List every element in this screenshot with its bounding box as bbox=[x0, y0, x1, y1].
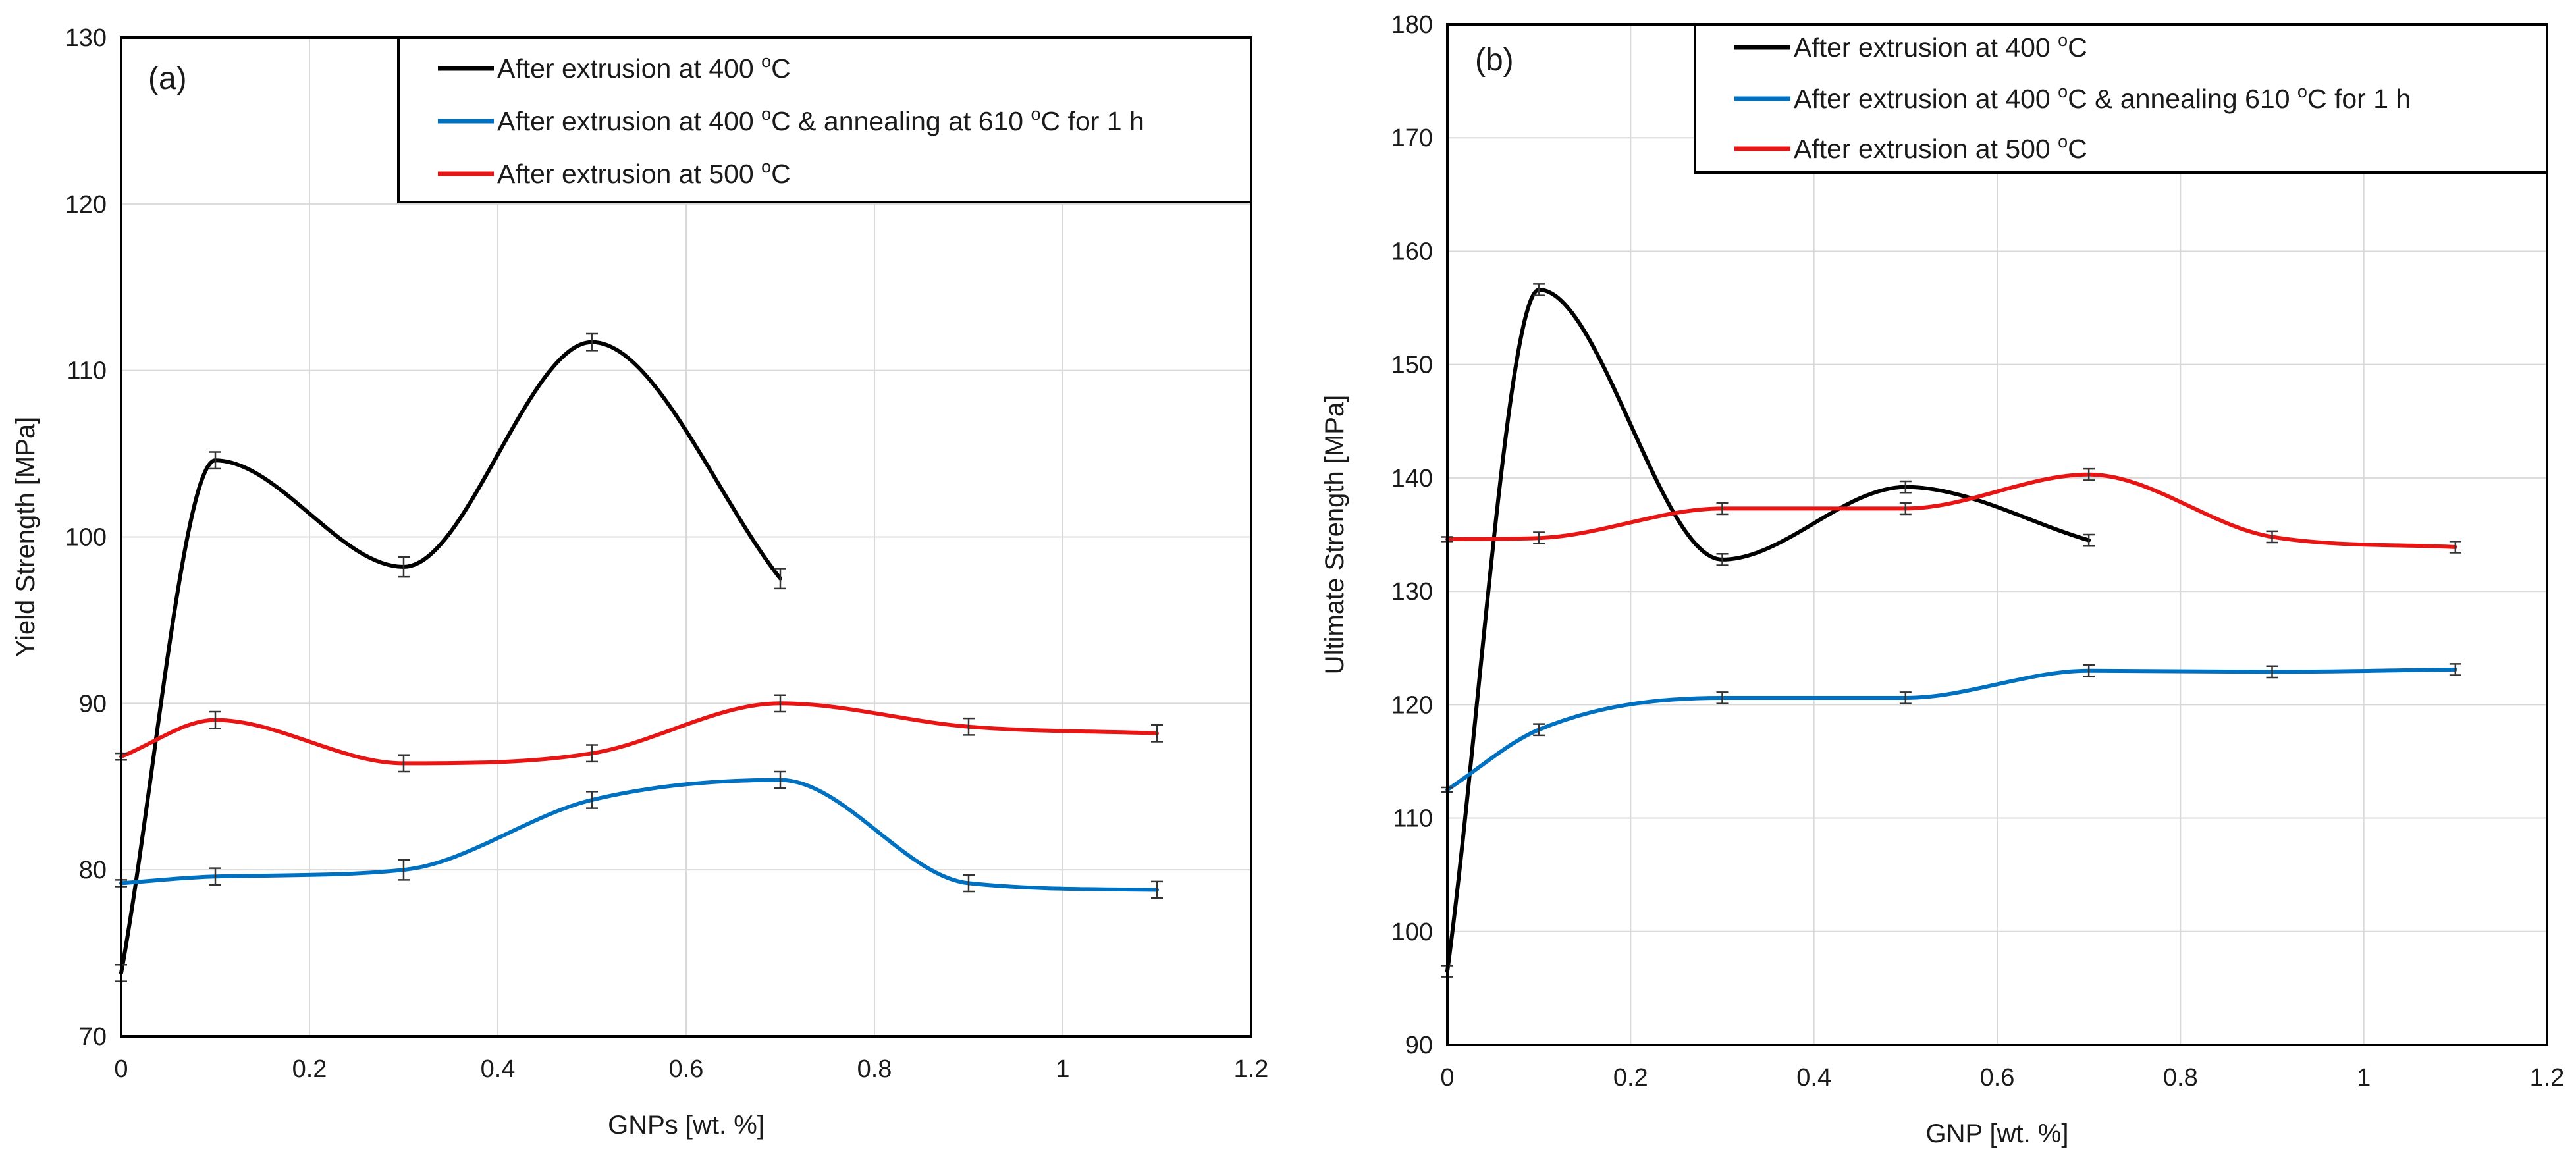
series-line-0 bbox=[1445, 288, 2091, 974]
legend-entry: After extrusion at 500 oC bbox=[497, 157, 791, 189]
error-bar bbox=[774, 568, 786, 590]
legend-entry: After extrusion at 500 oC bbox=[1794, 132, 2087, 164]
y-tick-label: 70 bbox=[79, 1023, 107, 1051]
legend-entry: After extrusion at 400 oC & annealing 61… bbox=[1794, 82, 2411, 114]
error-bar bbox=[1899, 502, 1912, 516]
x-tick-label: 1.2 bbox=[2530, 1064, 2565, 1092]
y-tick-label: 150 bbox=[1391, 352, 1433, 379]
error-bar bbox=[1151, 724, 1163, 743]
x-tick-label: 1 bbox=[1056, 1055, 1069, 1083]
y-tick-label: 130 bbox=[65, 24, 107, 52]
y-tick-label: 120 bbox=[1391, 691, 1433, 719]
y-tick-label: 120 bbox=[65, 191, 107, 219]
error-bar bbox=[1151, 880, 1163, 899]
error-bar bbox=[2083, 533, 2095, 547]
error-bar bbox=[1533, 723, 1545, 737]
y-tick-label: 180 bbox=[1391, 11, 1433, 39]
y-axis-label: Ultimate Strength [MPa] bbox=[1320, 395, 1349, 675]
x-tick-label: 0.8 bbox=[857, 1055, 892, 1083]
error-bar bbox=[2266, 665, 2278, 679]
error-bar bbox=[586, 332, 598, 352]
error-bar bbox=[398, 859, 410, 881]
x-tick-label: 0.4 bbox=[1796, 1064, 1831, 1092]
x-tick-label: 1.2 bbox=[1234, 1055, 1269, 1083]
x-tick-label: 1 bbox=[2357, 1064, 2371, 1092]
error-bar bbox=[1533, 531, 1545, 545]
error-bar bbox=[398, 556, 410, 578]
y-tick-label: 160 bbox=[1391, 238, 1433, 265]
error-bar bbox=[209, 867, 221, 886]
error-bar bbox=[774, 770, 786, 789]
error-bar bbox=[2449, 541, 2461, 554]
error-bar bbox=[586, 791, 598, 809]
x-tick-label: 0.8 bbox=[2163, 1064, 2198, 1092]
error-bar bbox=[1899, 691, 1912, 704]
y-tick-label: 90 bbox=[1405, 1032, 1433, 1059]
y-tick-label: 170 bbox=[1391, 124, 1433, 152]
y-tick-label: 100 bbox=[1391, 918, 1433, 946]
error-bar bbox=[1716, 553, 1729, 566]
x-tick-label: 0.4 bbox=[481, 1055, 516, 1083]
error-bar bbox=[2449, 663, 2461, 676]
error-bar bbox=[774, 694, 786, 713]
y-tick-label: 110 bbox=[67, 358, 107, 385]
error-bar bbox=[586, 744, 598, 763]
error-bar bbox=[2083, 664, 2095, 677]
legend-entry: After extrusion at 400 oC bbox=[1794, 30, 2087, 63]
panel-label: (a) bbox=[148, 61, 187, 96]
x-tick-label: 0.6 bbox=[1980, 1064, 2015, 1092]
error-bar bbox=[398, 754, 410, 773]
panel-b: 90 100 110 120 130 140 150 160 170 180 0 0.2 0.4 0.6 0… bbox=[1320, 11, 2564, 1148]
y-tick-label: 140 bbox=[1391, 465, 1433, 492]
error-bar bbox=[1533, 283, 1545, 296]
y-tick-label: 110 bbox=[1393, 805, 1433, 833]
y-tick-label: 130 bbox=[1391, 578, 1433, 606]
x-axis-label: GNP [wt. %] bbox=[1925, 1119, 2068, 1148]
legend-entry: After extrusion at 400 oC bbox=[497, 51, 791, 84]
error-bar bbox=[2266, 530, 2278, 544]
error-bar bbox=[963, 717, 975, 736]
error-bar bbox=[1899, 480, 1912, 494]
legend: After extrusion at 400 oC After extrusion… bbox=[1694, 23, 2548, 174]
legend-entry: After extrusion at 400 oC & annealing at… bbox=[497, 104, 1144, 136]
error-bar bbox=[1716, 691, 1729, 704]
y-tick-label: 100 bbox=[65, 524, 107, 552]
y-axis-label: Yield Strength [MPa] bbox=[11, 417, 40, 657]
x-tick-label: 0.2 bbox=[1613, 1064, 1648, 1092]
error-bar bbox=[209, 710, 221, 729]
error-bar bbox=[2083, 467, 2095, 481]
x-tick-label: 0.6 bbox=[669, 1055, 704, 1083]
error-bar bbox=[209, 451, 221, 470]
panel-a: 70 80 90 100 110 120 130 0 0.2 0.4 0.6 0.8 1 1.2 GNPs … bbox=[11, 24, 1268, 1140]
panel-label: (b) bbox=[1475, 43, 1514, 78]
x-axis-label: GNPs [wt. %] bbox=[608, 1111, 765, 1140]
x-tick-label: 0.2 bbox=[292, 1055, 327, 1083]
y-tick-label: 90 bbox=[79, 690, 107, 718]
error-bar bbox=[1716, 502, 1729, 516]
x-tick-label: 0 bbox=[114, 1055, 128, 1083]
y-tick-label: 80 bbox=[79, 857, 107, 884]
x-tick-label: 0 bbox=[1440, 1064, 1454, 1092]
error-bar bbox=[963, 874, 975, 893]
legend: After extrusion at 400 oC After extrusion… bbox=[397, 36, 1252, 203]
